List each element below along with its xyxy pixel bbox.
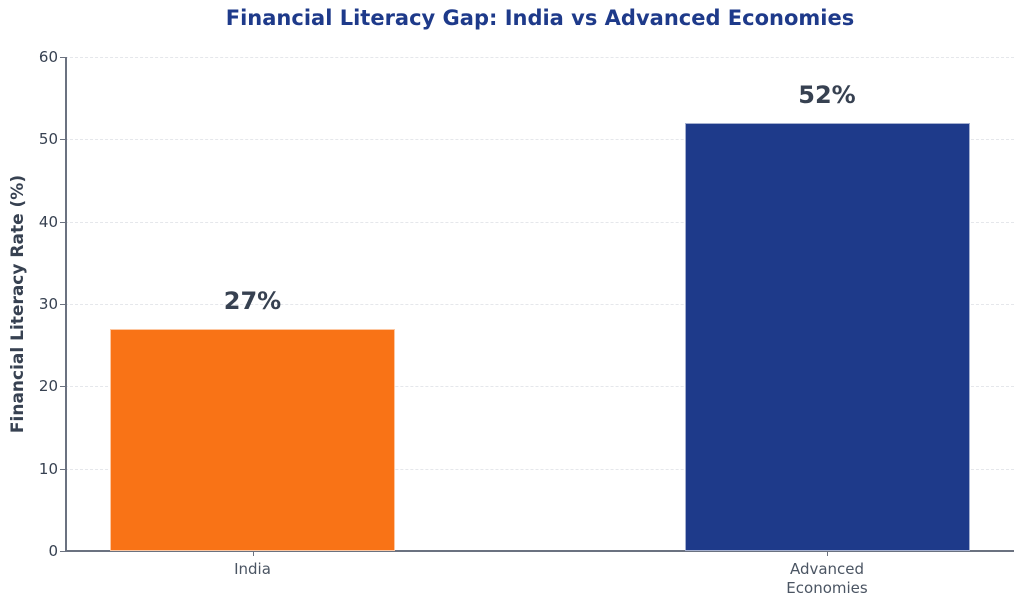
- y-tick-mark: [60, 139, 65, 141]
- gridline: [65, 139, 1014, 141]
- y-tick-mark: [60, 551, 65, 552]
- y-tick-label: 0: [48, 542, 58, 560]
- x-tick-label: Advanced Economies: [786, 560, 868, 597]
- y-tick-mark: [60, 304, 65, 305]
- y-tick-mark: [60, 57, 65, 58]
- y-tick-label: 20: [38, 377, 58, 396]
- gridline: [65, 386, 1014, 388]
- y-tick-label: 50: [38, 130, 58, 149]
- y-tick-label: 30: [38, 295, 58, 313]
- x-tick-mark: [827, 551, 828, 556]
- y-tick-label: 60: [38, 48, 58, 66]
- gridline: [65, 57, 1014, 58]
- gridline: [65, 468, 1014, 470]
- x-tick-label: India: [234, 560, 271, 578]
- gridline: [65, 221, 1014, 223]
- y-tick-label: 40: [38, 212, 58, 231]
- bar-india: [110, 328, 395, 551]
- bar-value-label: 52%: [798, 80, 856, 109]
- x-axis: [65, 550, 1014, 552]
- y-tick-mark: [60, 468, 65, 470]
- y-tick-mark: [60, 386, 65, 388]
- chart-title: Financial Literacy Gap: India vs Advance…: [225, 6, 855, 30]
- y-axis: [65, 57, 67, 552]
- bar-advanced-economies: [684, 122, 970, 551]
- plot-area: [65, 57, 1014, 551]
- gridline: [65, 304, 1014, 305]
- y-axis-label: Financial Literacy Rate (%): [8, 174, 28, 434]
- bar-value-label: 27%: [223, 286, 282, 315]
- y-tick-label: 10: [38, 459, 58, 478]
- y-tick-mark: [60, 221, 65, 223]
- x-tick-mark: [252, 551, 254, 556]
